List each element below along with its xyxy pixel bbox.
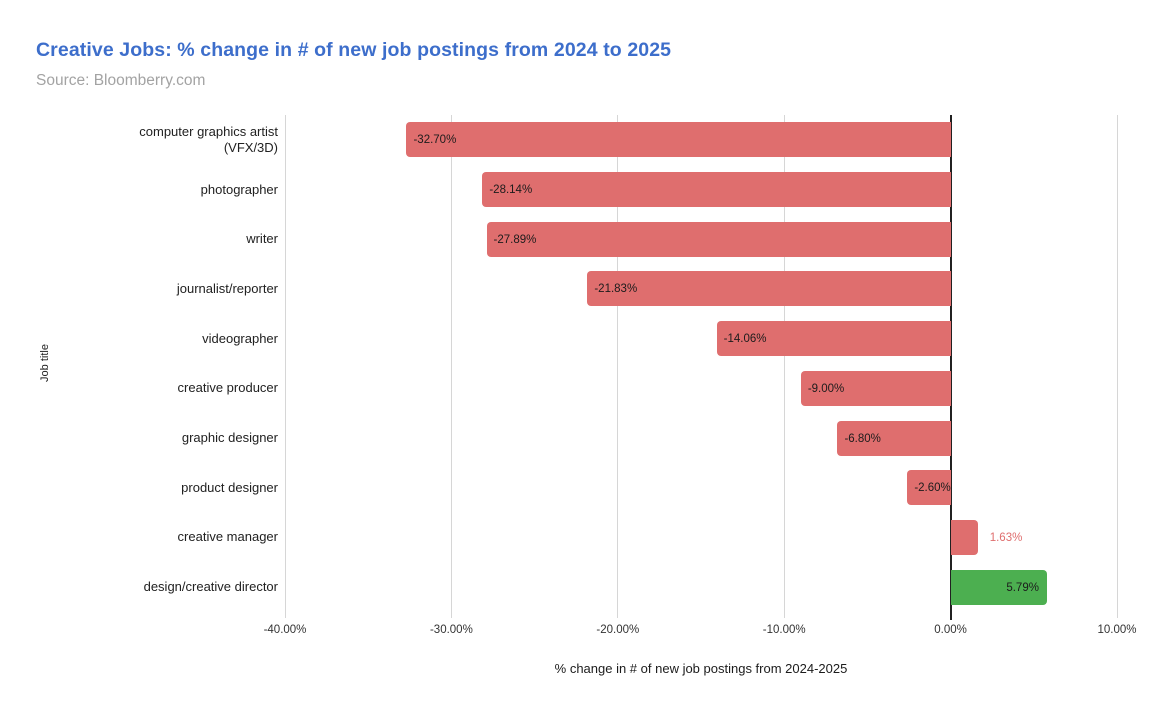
bar xyxy=(587,271,951,306)
bar-value-label: -14.06% xyxy=(723,332,767,345)
category-label: journalist/reporter xyxy=(176,280,278,296)
bar xyxy=(907,470,951,505)
category-label: product designer xyxy=(181,479,278,495)
bar-value-label: 1.63% xyxy=(989,531,1023,544)
bar xyxy=(837,421,951,456)
bar xyxy=(406,122,951,157)
gridline xyxy=(450,115,452,618)
bar-value-label: -21.83% xyxy=(594,282,638,295)
gridline xyxy=(1116,115,1118,618)
gridline xyxy=(617,115,619,618)
category-label: videographer xyxy=(202,330,278,346)
bar-value-label: -2.60% xyxy=(914,481,951,494)
bar-value-label: -32.70% xyxy=(413,133,457,146)
plot-area: -32.70% -28.14% -27.89% -21.83% -14.06% -9.00… xyxy=(284,115,1118,620)
category-label: computer graphics artist (VFX/3D) xyxy=(139,123,278,155)
bar xyxy=(950,520,978,555)
category-label: photographer xyxy=(200,181,278,197)
gridline xyxy=(284,115,286,618)
bar-value-label: -27.89% xyxy=(493,233,537,246)
gridline xyxy=(783,115,785,618)
category-label: design/creative director xyxy=(143,579,278,595)
x-axis-title: % change in # of new job postings from 2… xyxy=(554,661,848,676)
category-label: graphic designer xyxy=(181,429,278,445)
bar xyxy=(482,172,951,207)
bar-value-label: -6.80% xyxy=(844,432,881,445)
bar xyxy=(800,371,951,406)
bar-value-label: -9.00% xyxy=(807,382,845,395)
page-subtitle: Source: Bloomberry.com xyxy=(36,72,206,89)
zero-baseline xyxy=(949,115,952,620)
bar-value-label: -28.14% xyxy=(489,183,533,196)
category-label: writer xyxy=(246,231,278,247)
category-label: creative manager xyxy=(177,529,278,545)
y-axis-title: Job title xyxy=(39,344,51,382)
bar-value-label: 5.79% xyxy=(1006,581,1039,594)
x-tick-label: -40.00% xyxy=(263,624,307,636)
bar xyxy=(950,570,1047,605)
bar xyxy=(716,321,951,356)
x-tick-label: -30.00% xyxy=(429,624,473,636)
x-tick-label: -10.00% xyxy=(762,624,806,636)
x-tick-label: -20.00% xyxy=(596,624,640,636)
x-tick-label: 0.00% xyxy=(934,624,967,636)
category-label: creative producer xyxy=(177,380,278,396)
x-tick-label: 10.00% xyxy=(1097,624,1137,636)
page-title: Creative Jobs: % change in # of new job … xyxy=(36,39,672,61)
bar xyxy=(486,222,951,257)
